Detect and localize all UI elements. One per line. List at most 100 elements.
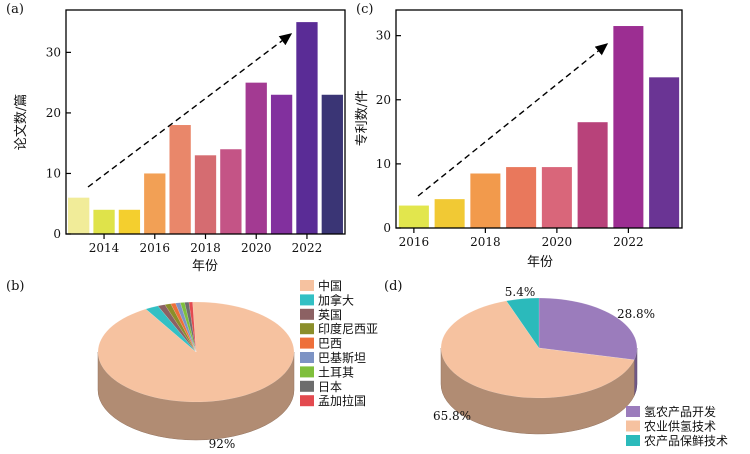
pie-d-value-label-2: 65.8% (433, 409, 471, 423)
bar-c-2021 (577, 122, 608, 228)
x-ticks-a: 2014 2016 2018 2020 2022 (89, 234, 322, 255)
bar-a-2014 (93, 209, 115, 234)
legend-b-swatch-2 (300, 308, 314, 320)
bar-a-2021 (270, 94, 293, 234)
legend-b-swatch-3 (300, 323, 314, 335)
x-axis-label-c: 年份 (527, 255, 553, 270)
y-tick-label-c-20: 20 (376, 93, 391, 107)
legend-b-swatch-7 (300, 380, 314, 392)
pie-d-slice-0 (538, 297, 638, 361)
x-axis-label-a: 年份 (192, 259, 218, 274)
pie-b-slice-7 (184, 301, 197, 353)
x-tick-label-a-2016: 2016 (139, 241, 170, 255)
legend-d-label-1: 农业供氢技术 (644, 419, 716, 434)
legend-b-label-1: 加拿大 (318, 292, 354, 307)
legend-d-swatch-2 (626, 435, 640, 446)
pie-d (440, 297, 638, 435)
bar-c-2022 (613, 26, 644, 228)
y-tick-label-a-20: 20 (46, 106, 61, 120)
legend-b-label-5: 巴基斯坦 (318, 351, 366, 365)
legend-b-label-8: 孟加拉国 (318, 393, 366, 408)
x-tick-label-a-2014: 2014 (89, 241, 120, 255)
panel-label-a: (a) (6, 2, 24, 17)
y-tick-label-a-10: 10 (46, 166, 61, 180)
trend-arrow-a (87, 33, 293, 188)
panel-label-c: (c) (356, 2, 373, 17)
legend-b-swatch-0 (300, 280, 314, 291)
pie-b-slice-5 (175, 302, 197, 353)
bar-a-2023 (321, 94, 343, 234)
bar-c-2018 (470, 173, 501, 228)
pie-d-value-label-3: 5.4% (505, 285, 536, 299)
x-tick-label-a-2022: 2022 (292, 241, 323, 255)
x-tick-label-a-2020: 2020 (241, 241, 272, 255)
legend-d-label-0: 氢农产品开发 (644, 404, 716, 419)
pie-b-slice-1 (145, 305, 197, 353)
x-tick-label-c-2016: 2016 (399, 235, 430, 249)
bars-a (68, 22, 343, 234)
pie-b-slice-8 (188, 301, 197, 353)
plot-frame-c (395, 9, 683, 229)
y-axis-label-c: 专利数/件 (355, 90, 370, 146)
x-tick-label-a-2018: 2018 (190, 241, 221, 255)
x-tick-label-c-2018: 2018 (470, 235, 501, 249)
bar-a-2013 (68, 197, 90, 234)
legend-b-swatch-1 (300, 294, 314, 306)
bar-a-2022 (296, 22, 318, 234)
pie-b-slice-2 (157, 304, 197, 353)
pie-d-slice-1 (440, 300, 635, 399)
legend-b-swatch-5 (300, 352, 314, 363)
legend-b-label-0: 中国 (318, 278, 342, 293)
bars-c (398, 26, 680, 228)
bar-a-2017 (169, 125, 191, 234)
bar-a-2018 (194, 155, 217, 234)
y-tick-label-c-0: 0 (383, 221, 391, 235)
legend-b-label-3: 印度尼西亚 (318, 321, 378, 336)
legend-b-swatch-8 (300, 395, 314, 407)
pie-d-slice-2 (506, 297, 540, 349)
pie-b-value-label-china: 92% (209, 437, 236, 451)
pie-b-slice-4 (170, 302, 197, 353)
bar-a-2015 (118, 209, 141, 234)
legend-d-swatch-1 (626, 420, 640, 432)
y-tick-label-a-0: 0 (53, 227, 61, 241)
bar-c-2020 (541, 167, 572, 228)
pie-b (97, 301, 295, 441)
bar-a-2020 (245, 82, 267, 234)
bar-c-2023 (649, 77, 680, 228)
legend-b-label-4: 巴西 (318, 337, 342, 351)
legend-b-swatch-6 (300, 366, 314, 378)
y-ticks-c: 0 10 20 30 (376, 29, 401, 235)
bar-c-2017 (434, 199, 465, 228)
pie-b-slice-0 (97, 301, 295, 403)
pie-b-slice-3 (164, 303, 197, 353)
bar-c-2019 (506, 167, 537, 228)
legend-b-label-7: 日本 (318, 380, 342, 394)
legend-b-swatch-4 (300, 337, 314, 349)
y-axis-label-a: 论文数/篇 (14, 94, 29, 150)
chart-c: (c) 0 10 20 30 2016 2018 2020 2022 专利数/件 年份 (355, 2, 683, 270)
pie-b-slice-6 (180, 302, 197, 353)
chart-a: (a) 0 10 20 30 2014 2016 2018 2020 2022 论文数/篇 年… (6, 2, 346, 274)
pie-d-value-label-1: 28.8% (617, 307, 655, 321)
bar-a-2016 (144, 173, 166, 234)
x-tick-label-c-2022: 2022 (613, 235, 644, 249)
y-tick-label-c-10: 10 (376, 157, 391, 171)
bar-c-2016 (398, 205, 429, 228)
bar-a-2019 (220, 149, 242, 234)
legend-d-swatch-0 (626, 406, 640, 417)
panel-label-b: (b) (6, 279, 24, 294)
legend-b-label-6: 土耳其 (318, 365, 354, 379)
y-ticks-a: 0 10 20 30 (46, 45, 71, 241)
x-ticks-c: 2016 2018 2020 2022 (399, 228, 644, 249)
legend-d-label-2: 农产品保鲜技术 (644, 434, 728, 448)
panel-label-d: (d) (384, 279, 402, 294)
legend-b-label-2: 英国 (318, 308, 342, 322)
y-tick-label-a-30: 30 (46, 45, 61, 59)
trend-arrow-c (417, 43, 609, 197)
